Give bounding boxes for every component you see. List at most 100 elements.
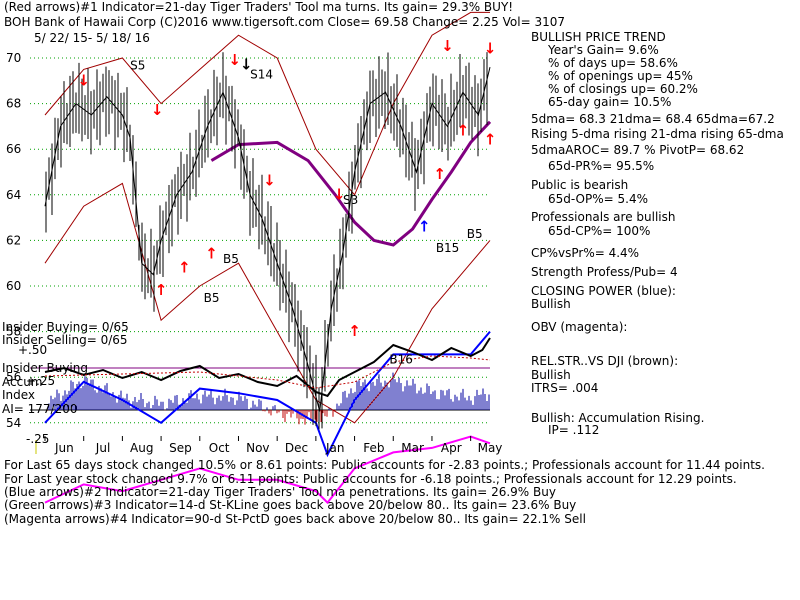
relstr-status: Bullish (531, 368, 571, 382)
aroc-pivot: 5dmaAROC= 89.7 % PivotP= 68.62 (531, 143, 745, 157)
closing-power-label: CLOSING POWER (blue): (531, 284, 676, 298)
signal-arrow: ↓ (77, 71, 90, 89)
obv-label: OBV (magenta): (531, 320, 628, 334)
footer-line-3: (Blue arrows)#2 Indicator=21-day Tiger T… (4, 485, 556, 499)
insider-buying-2-label: Insider Buying (2, 361, 88, 375)
y-axis-ticks: 54 56 58 60 62 64 66 68 70 (6, 51, 21, 430)
insider-buying-label: Insider Buying= 0/65 (2, 320, 129, 334)
chart-annotation: S5 (130, 58, 145, 72)
signal-arrow: ↑ (457, 122, 470, 140)
signal-arrow: ↑ (418, 217, 431, 235)
trend-title: BULLISH PRICE TREND (531, 30, 666, 44)
relative-strength-ma (44, 355, 491, 389)
accum-label: Accum (2, 375, 43, 389)
x-tick-label: Aug (130, 441, 153, 455)
chart-annotation: B5 (223, 252, 239, 266)
signal-arrow: ↓ (333, 185, 346, 203)
professionals-title: Professionals are bullish (531, 210, 676, 224)
chart-annotations: S5 S14 S3 B5 B5 B15 B5 B16 (130, 58, 483, 366)
chart-annotation: S3 (343, 193, 358, 207)
x-tick-label: Dec (285, 441, 308, 455)
x-tick-label: Mar (401, 441, 424, 455)
op-percent: 65d-OP%= 5.4% (548, 192, 648, 206)
signal-arrow: ↑ (348, 322, 361, 340)
x-tick-label: Jan (325, 441, 345, 455)
footer-line-2: For Last year stock changed 9.7% or 6.11… (4, 472, 737, 486)
gain-65: 65-day gain= 10.5% (548, 95, 672, 109)
footer-line-5: (Magenta arrows)#4 Indicator=90-d St-Pct… (4, 512, 586, 526)
public-title: Public is bearish (531, 178, 629, 192)
y-tick-label: 60 (6, 279, 21, 293)
minus-25-label: -.25 (26, 432, 50, 446)
years-gain: Year's Gain= 9.6% (548, 43, 659, 57)
signal-arrow: ↑ (178, 258, 191, 276)
x-tick-label: Apr (441, 441, 462, 455)
itrs-value: ITRS= .004 (531, 381, 599, 395)
series-obv (44, 435, 491, 505)
x-tick-label: Nov (246, 441, 269, 455)
y-tick-label: 68 (6, 97, 21, 111)
openings-up: % of openings up= 45% (548, 69, 693, 83)
chart-annotation: B16 (389, 353, 413, 367)
y-tick-label: 70 (6, 51, 21, 65)
x-tick-label: Oct (209, 441, 230, 455)
accumulation-bars (46, 372, 490, 429)
footer-line-4: (Green arrows)#3 Indicator=14-d St-KLine… (4, 498, 577, 512)
ai-label: AI= 177/200 (2, 402, 78, 416)
footer-line-1: For Last 65 days stock changed 10.5% or … (4, 458, 765, 472)
date-range: 5/ 22/ 15- 5/ 18/ 16 (34, 31, 150, 45)
signal-arrow: ↓ (151, 101, 164, 119)
plus-50-label: +.50 (18, 343, 48, 357)
x-tick-label: Feb (363, 441, 384, 455)
x-tick-label: Jun (54, 441, 74, 455)
relstr-label: REL.STR..VS DJI (brown): (531, 354, 679, 368)
signal-arrows: ↓↓↓↓↓↓ ↓↑↑↑↑↑↑↑↑↓ (77, 37, 496, 340)
days-up: % of days up= 58.6% (548, 56, 678, 70)
plus-25-label: +.25 (26, 374, 56, 388)
header-line-2: BOH Bank of Hawaii Corp (C)2016 www.tige… (4, 15, 565, 29)
y-tick-label: 56 (6, 370, 21, 384)
signal-arrow: ↓ (441, 37, 454, 55)
signal-arrow: ↓ (263, 172, 276, 190)
pr-percent: 65d-PR%= 95.5% (548, 159, 655, 173)
grid-lines (30, 57, 490, 454)
series-lower-band (44, 182, 491, 424)
x-axis-ticks: Jun Jul Aug Sep Oct Nov Dec Jan Feb Mar Apr May (44, 436, 503, 455)
signal-arrow: ↓ (240, 55, 253, 73)
strength-ratio: Strength Profess/Pub= 4 (531, 265, 678, 279)
chart-series (44, 11, 492, 505)
rising-mas: Rising 5-dma rising 21-dma rising 65-dma (531, 127, 784, 141)
accum-status: Bullish: Accumulation Rising. (531, 411, 705, 425)
x-tick-label: May (478, 441, 503, 455)
chart-annotation: S14 (250, 68, 273, 82)
x-tick-label: Jul (95, 441, 110, 455)
closings-up: % of closings up= 60.2% (548, 82, 698, 96)
ip-value: IP= .112 (548, 423, 600, 437)
relative-strength-line (44, 337, 491, 398)
signal-arrow: ↑ (205, 245, 218, 263)
chart-annotation: B5 (467, 227, 483, 241)
series-65-day-ma (210, 120, 492, 247)
closing-power-status: Bullish (531, 297, 571, 311)
signal-arrow: ↑ (155, 281, 168, 299)
y-tick-label: 62 (6, 233, 21, 247)
series-closing-power (44, 330, 491, 458)
y-tick-label: 64 (6, 188, 21, 202)
signal-arrow: ↓ (228, 51, 241, 69)
chart-annotation: B15 (436, 241, 460, 255)
chart-annotation: B5 (204, 291, 220, 305)
cp-percent: 65d-CP%= 100% (548, 224, 651, 238)
header-line-1: (Red arrows)#1 Indicator=21-day Tiger Tr… (4, 0, 514, 14)
insider-selling-label: Insider Selling= 0/65 (2, 333, 128, 347)
dma-values: 5dma= 68.3 21dma= 68.4 65dma=67.2 (531, 112, 775, 126)
index-label: Index (2, 388, 36, 402)
y-tick-label: 58 (6, 325, 21, 339)
signal-arrow: ↓ (484, 39, 497, 57)
y-tick-label: 54 (6, 416, 21, 430)
signal-arrow: ↑ (484, 131, 497, 149)
signal-arrow: ↑ (433, 165, 446, 183)
cp-vs-pr: CP%vsPr%= 4.4% (531, 246, 640, 260)
x-tick-label: Sep (169, 441, 192, 455)
series-upper-band (44, 11, 490, 196)
